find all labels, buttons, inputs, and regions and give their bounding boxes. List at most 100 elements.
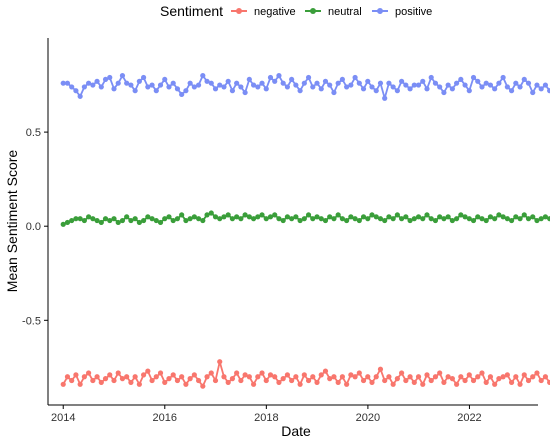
legend-entry-positive: positive (372, 6, 432, 18)
y-tick-label: -0.5 (22, 315, 41, 327)
data-point-negative (187, 376, 193, 382)
data-point-positive (73, 88, 79, 94)
data-point-positive (322, 78, 329, 84)
data-point-positive (542, 82, 549, 88)
data-point-neutral (162, 216, 168, 222)
data-point-negative (153, 374, 159, 380)
data-point-neutral (305, 212, 312, 218)
data-point-positive (145, 84, 151, 90)
data-point-negative (335, 379, 341, 386)
data-point-neutral (462, 214, 468, 220)
data-point-positive (166, 84, 172, 90)
data-point-positive (365, 78, 371, 84)
data-point-positive (356, 80, 362, 86)
data-point-positive (500, 74, 506, 81)
data-point-neutral (234, 214, 240, 220)
data-point-negative (195, 377, 202, 384)
data-point-negative (90, 377, 96, 384)
data-point-positive (149, 82, 155, 88)
data-point-negative (513, 374, 519, 380)
data-point-negative (145, 368, 151, 374)
data-point-negative (475, 374, 481, 380)
data-point-neutral (310, 216, 316, 222)
data-point-positive (377, 80, 384, 86)
data-point-positive (314, 80, 320, 86)
data-point-neutral (90, 216, 96, 222)
data-point-positive (534, 82, 540, 88)
data-point-negative (217, 359, 223, 365)
data-point-positive (458, 76, 464, 83)
data-point-neutral (487, 214, 494, 220)
data-point-positive (538, 86, 544, 92)
data-point-negative (360, 377, 367, 384)
series-positive (60, 73, 550, 101)
data-point-positive (297, 88, 303, 94)
data-point-neutral (267, 214, 274, 220)
data-point-neutral (217, 216, 223, 222)
data-point-neutral (221, 214, 227, 220)
data-point-neutral (449, 217, 455, 224)
data-point-positive (394, 88, 400, 94)
data-point-positive (238, 84, 244, 90)
data-point-negative (234, 370, 240, 376)
data-point-neutral (77, 216, 83, 222)
data-point-positive (369, 84, 375, 90)
data-point-positive (475, 78, 481, 84)
data-point-neutral (183, 217, 189, 224)
data-point-negative (128, 379, 134, 386)
data-point-neutral (94, 217, 100, 224)
data-point-positive (200, 73, 206, 79)
data-point-positive (242, 89, 248, 96)
data-point-negative (458, 374, 464, 380)
data-point-negative (255, 374, 261, 380)
data-point-positive (331, 89, 337, 96)
data-point-negative (521, 372, 527, 378)
data-point-negative (508, 379, 515, 386)
data-point-negative (373, 374, 379, 380)
data-point-positive (208, 80, 214, 86)
data-point-positive (352, 74, 358, 81)
data-point-positive (272, 78, 278, 84)
data-point-neutral (437, 214, 443, 220)
series-negative (60, 359, 550, 389)
data-point-neutral (331, 216, 337, 222)
data-point-neutral (200, 217, 206, 224)
data-point-positive (124, 80, 130, 86)
data-point-neutral (284, 214, 291, 220)
data-point-positive (162, 76, 168, 83)
legend: Sentiment negative neutral positive (160, 3, 432, 19)
data-point-positive (547, 88, 550, 94)
data-point-positive (318, 86, 324, 92)
data-point-negative (394, 376, 400, 382)
data-point-positive (407, 86, 413, 92)
data-point-positive (119, 73, 126, 79)
data-point-neutral (69, 217, 75, 224)
data-point-positive (170, 80, 176, 86)
data-point-neutral (238, 216, 244, 222)
data-point-neutral (128, 217, 134, 224)
data-point-negative (310, 374, 316, 380)
data-point-negative (314, 379, 320, 386)
data-point-negative (445, 374, 451, 380)
data-point-positive (424, 86, 430, 92)
data-point-negative (276, 379, 282, 386)
data-point-neutral (289, 216, 295, 222)
data-point-negative (407, 374, 413, 380)
data-point-neutral (415, 214, 422, 220)
data-point-negative (250, 381, 257, 387)
data-point-negative (94, 374, 100, 380)
data-point-positive (466, 88, 472, 94)
legend-key-dot-positive (377, 8, 383, 14)
data-point-neutral (157, 219, 164, 226)
data-point-positive (508, 88, 515, 94)
data-point-negative (479, 370, 485, 376)
data-point-positive (86, 80, 92, 86)
data-point-negative (174, 377, 181, 384)
data-point-positive (525, 80, 532, 86)
data-point-positive (276, 73, 282, 79)
data-point-positive (483, 80, 489, 86)
data-point-positive (441, 89, 447, 96)
data-point-negative (352, 374, 358, 380)
data-point-neutral (174, 216, 181, 222)
data-point-neutral (373, 214, 379, 220)
